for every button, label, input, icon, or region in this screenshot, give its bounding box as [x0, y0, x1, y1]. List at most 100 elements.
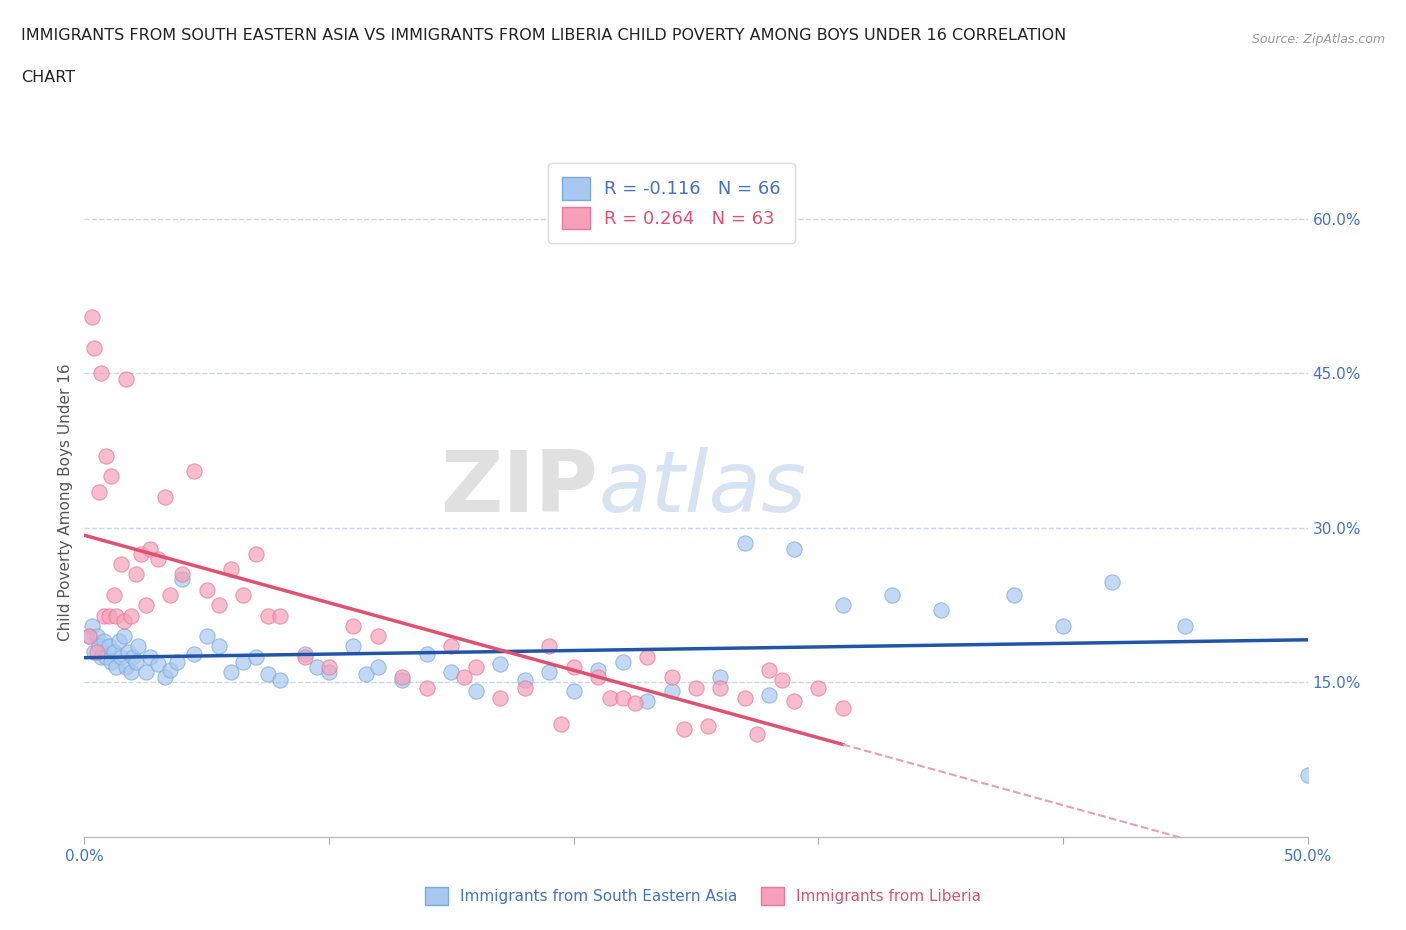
Point: [117, 644, 139, 659]
Point: [624, 696, 647, 711]
Point: [166, 655, 188, 670]
Point: [103, 588, 125, 603]
Point: [97, 639, 120, 654]
Point: [195, 629, 218, 644]
Point: [77, 629, 100, 644]
Point: [586, 670, 609, 684]
Point: [305, 659, 328, 674]
Point: [770, 673, 793, 688]
Point: [538, 639, 561, 654]
Point: [758, 687, 780, 702]
Point: [734, 690, 756, 705]
Point: [416, 646, 439, 661]
Point: [100, 655, 122, 670]
Point: [831, 701, 853, 716]
Point: [219, 665, 242, 680]
Point: [318, 659, 340, 674]
Point: [208, 598, 231, 613]
Point: [391, 670, 413, 684]
Point: [139, 541, 162, 556]
Point: [697, 718, 720, 733]
Point: [367, 659, 389, 674]
Point: [807, 680, 830, 695]
Point: [100, 469, 122, 484]
Point: [139, 649, 162, 664]
Point: [97, 608, 120, 623]
Point: [342, 639, 364, 654]
Point: [153, 489, 176, 504]
Point: [90, 366, 112, 381]
Point: [129, 546, 152, 561]
Point: [125, 567, 148, 582]
Point: [562, 684, 585, 698]
Point: [294, 646, 316, 661]
Point: [257, 608, 280, 623]
Point: [747, 726, 769, 741]
Point: [120, 665, 142, 680]
Point: [112, 629, 135, 644]
Point: [513, 680, 536, 695]
Point: [709, 680, 731, 695]
Point: [269, 608, 291, 623]
Point: [489, 690, 512, 705]
Point: [105, 659, 128, 674]
Point: [96, 448, 118, 463]
Point: [87, 485, 110, 499]
Point: [734, 536, 756, 551]
Point: [1101, 574, 1123, 589]
Point: [110, 556, 132, 571]
Point: [612, 690, 634, 705]
Point: [831, 598, 853, 613]
Point: [929, 603, 952, 618]
Point: [110, 649, 132, 664]
Point: [219, 562, 242, 577]
Point: [538, 665, 561, 680]
Text: Source: ZipAtlas.com: Source: ZipAtlas.com: [1251, 33, 1385, 46]
Legend: R = -0.116   N = 66, R = 0.264   N = 63: R = -0.116 N = 66, R = 0.264 N = 63: [548, 163, 794, 244]
Point: [195, 582, 218, 597]
Point: [105, 608, 128, 623]
Point: [758, 663, 780, 678]
Point: [367, 629, 389, 644]
Point: [83, 644, 105, 659]
Point: [661, 670, 683, 684]
Point: [90, 649, 112, 664]
Point: [513, 673, 536, 688]
Point: [354, 667, 377, 682]
Point: [586, 663, 609, 678]
Point: [115, 659, 138, 674]
Point: [120, 608, 142, 623]
Point: [440, 639, 463, 654]
Point: [245, 649, 267, 664]
Point: [464, 659, 486, 674]
Point: [562, 659, 585, 674]
Point: [1296, 768, 1319, 783]
Point: [318, 665, 340, 680]
Point: [86, 629, 108, 644]
Point: [93, 608, 115, 623]
Point: [153, 670, 176, 684]
Point: [208, 639, 231, 654]
Point: [122, 649, 145, 664]
Legend: Immigrants from South Eastern Asia, Immigrants from Liberia: Immigrants from South Eastern Asia, Immi…: [418, 879, 988, 913]
Point: [146, 657, 169, 671]
Point: [172, 572, 194, 587]
Point: [80, 310, 103, 325]
Y-axis label: Child Poverty Among Boys Under 16: Child Poverty Among Boys Under 16: [58, 364, 73, 641]
Point: [269, 673, 291, 688]
Point: [115, 371, 138, 386]
Point: [612, 655, 634, 670]
Point: [135, 598, 157, 613]
Point: [464, 684, 486, 698]
Point: [1052, 618, 1074, 633]
Point: [661, 684, 683, 698]
Text: IMMIGRANTS FROM SOUTH EASTERN ASIA VS IMMIGRANTS FROM LIBERIA CHILD POVERTY AMON: IMMIGRANTS FROM SOUTH EASTERN ASIA VS IM…: [21, 28, 1066, 43]
Point: [112, 613, 135, 628]
Point: [87, 639, 110, 654]
Point: [77, 629, 100, 644]
Point: [783, 541, 806, 556]
Point: [709, 670, 731, 684]
Point: [86, 644, 108, 659]
Point: [599, 690, 621, 705]
Point: [672, 722, 695, 737]
